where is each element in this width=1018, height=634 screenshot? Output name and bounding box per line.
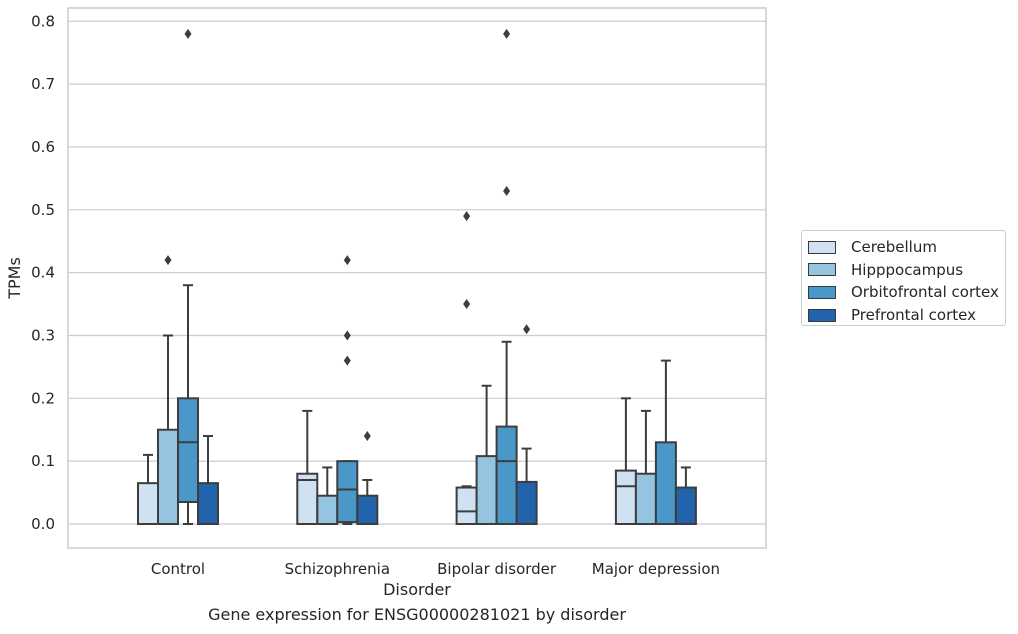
legend-label: Cerebellum [851,238,937,257]
box [157,428,179,525]
legend-swatch [808,308,836,322]
box-cerebellum [137,453,159,525]
box [316,494,339,525]
box [356,494,379,525]
plot-frame [67,7,767,549]
legend: Cerebellum Hipppocampus Orbitofrontal cort… [801,230,1006,326]
outlier-point [503,185,511,196]
y-tick-label: 0.2 [31,389,55,407]
box-hipppocampus [316,466,339,525]
box-hipppocampus [157,255,179,525]
y-tick-label: 0.0 [31,515,55,533]
y-tick-label: 0.7 [31,75,55,93]
y-tick-label: 0.6 [31,138,55,156]
box [137,482,159,525]
x-axis-label: Disorder [383,580,451,599]
outlier-point [343,255,351,266]
y-tick-label: 0.4 [31,264,55,282]
outlier-point [343,355,351,366]
outlier-point [503,28,511,39]
outlier-point [363,431,371,442]
box [475,455,498,526]
box-prefrontal-cortex [197,435,219,525]
outlier-point [164,255,172,266]
box [455,486,478,525]
x-axis-ticks: Control Schizophrenia Bipolar disorder Majo… [151,560,720,578]
x-tick-label: Major depression [592,560,720,578]
box-orbitofrontal-cortex [336,255,359,525]
y-axis-ticks: 0.0 0.1 0.2 0.3 0.4 0.5 0.6 0.7 0.8 [31,12,55,533]
x-tick-label: Schizophrenia [285,560,390,578]
legend-item: Prefrontal cortex [808,304,1005,327]
box [515,480,538,525]
box [197,482,219,525]
x-tick-label: Bipolar disorder [437,560,557,578]
box-hipppocampus [475,384,498,526]
outlier-point [463,211,471,222]
y-tick-label: 0.8 [31,12,55,30]
box-orbitofrontal-cortex [654,359,677,526]
box [336,460,359,524]
box-orbitofrontal-cortex [495,28,518,525]
box-prefrontal-cortex [356,431,379,525]
legend-item: Orbitofrontal cortex [808,281,1005,304]
box [674,486,697,525]
x-tick-label: Control [151,560,205,578]
legend-label: Orbitofrontal cortex [851,283,999,302]
box-orbitofrontal-cortex [177,28,199,525]
box [614,469,637,525]
box-cerebellum [296,409,319,525]
box-cerebellum [614,397,637,525]
box [654,441,677,526]
box-prefrontal-cortex [515,324,538,525]
legend-label: Prefrontal cortex [851,306,976,325]
y-tick-label: 0.5 [31,201,55,219]
box [296,472,319,525]
box-cerebellum [455,211,478,525]
legend-swatch [808,285,836,299]
outlier-point [463,299,471,310]
box [634,472,657,525]
box-plot-area [137,28,697,526]
legend-swatch [808,263,836,277]
legend-item: Hipppocampus [808,259,1005,282]
box [177,397,199,504]
y-axis-label: TPMs [5,257,24,300]
legend-label: Hipppocampus [851,260,964,279]
outlier-point [523,324,531,335]
legend-item: Cerebellum [808,236,1005,259]
chart-caption: Gene expression for ENSG00000281021 by d… [208,605,626,624]
box-prefrontal-cortex [674,466,697,525]
box-hipppocampus [634,409,657,525]
legend-swatch [808,240,836,254]
y-tick-label: 0.3 [31,326,55,344]
outlier-point [184,28,192,39]
y-tick-label: 0.1 [31,452,55,470]
box [495,425,518,525]
outlier-point [343,330,351,341]
